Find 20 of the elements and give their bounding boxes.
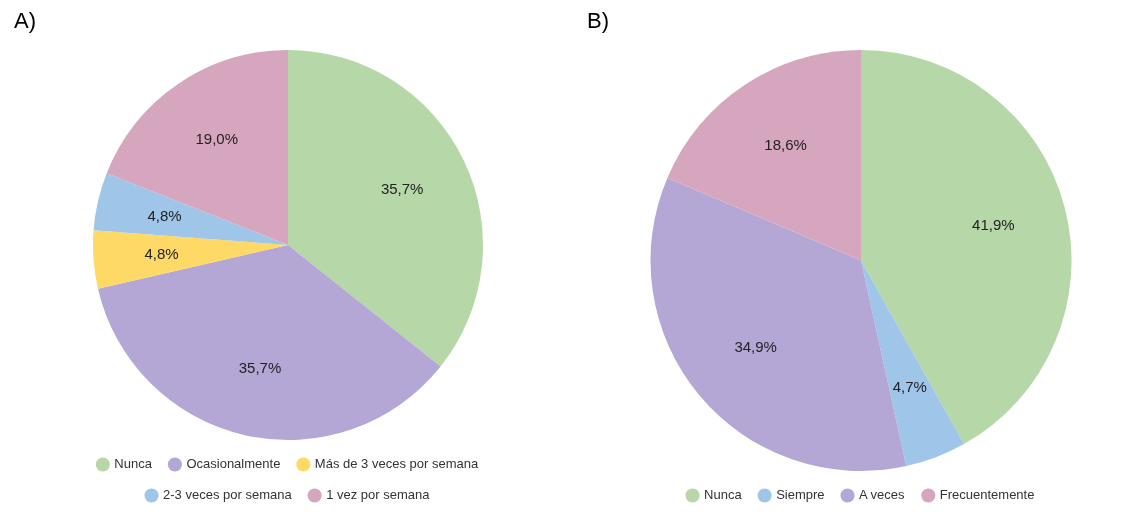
- legend-label: Nunca: [114, 456, 153, 472]
- legend-label: Más de 3 veces por semana: [314, 456, 479, 472]
- data-label: 35,7%: [238, 358, 282, 376]
- legend-label: 2-3 veces por semana: [163, 487, 293, 503]
- chart-title: B): [587, 8, 610, 35]
- legend-label: Siempre: [776, 487, 825, 503]
- data-label: 18,6%: [764, 136, 807, 154]
- legend-label: Frecuentemente: [939, 487, 1035, 503]
- data-label: 4,7%: [892, 378, 927, 396]
- chart-title: A): [14, 8, 37, 35]
- data-label: 4,8%: [147, 206, 182, 224]
- data-label: 41,9%: [972, 216, 1015, 234]
- data-label: 4,8%: [144, 244, 179, 262]
- legend-label: Nunca: [704, 487, 743, 503]
- data-label: 34,9%: [734, 337, 777, 355]
- legend-label: 1 vez por semana: [326, 487, 431, 503]
- data-label: 35,7%: [380, 180, 424, 198]
- legend-label: Ocasionalmente: [186, 456, 281, 472]
- legend-label: A veces: [859, 487, 906, 503]
- data-label: 19,0%: [195, 130, 239, 148]
